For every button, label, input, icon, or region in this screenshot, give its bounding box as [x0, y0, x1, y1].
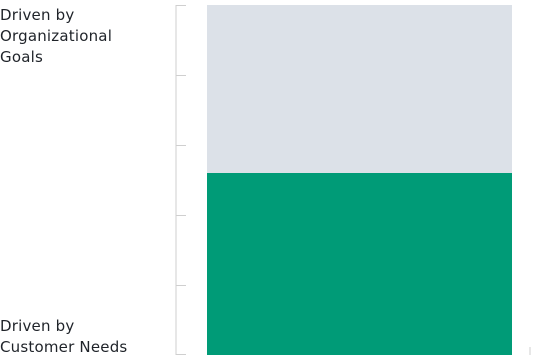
- y-axis-top-label: Driven by Organizational Goals: [0, 6, 113, 66]
- bar-segment-2: [207, 5, 512, 173]
- bar-segment-1: [207, 173, 512, 355]
- y-axis-bottom-label: Driven by Customer Needs: [0, 317, 128, 356]
